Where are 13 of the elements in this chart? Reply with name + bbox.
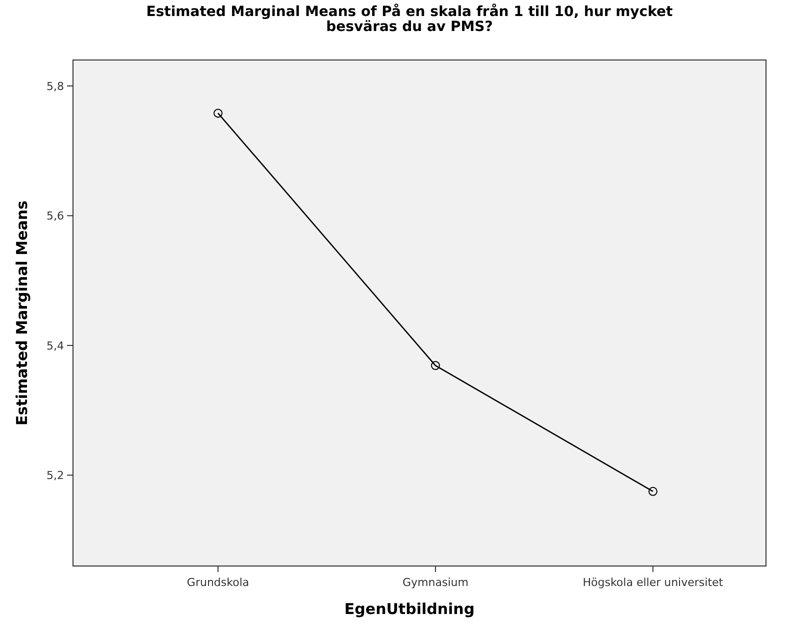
point xyxy=(648,486,658,496)
y-tick-label: 5,4 xyxy=(46,339,64,352)
y-tick-label: 5,2 xyxy=(46,469,64,482)
chart-title: Estimated Marginal Means of På en skala från 1 till 10, hur mycket besväras du av PMS? xyxy=(146,3,674,35)
y-tick-label: 5,6 xyxy=(46,210,64,223)
x-axis-title: EgenUtbildning xyxy=(344,600,475,618)
x-tick-label: Gymnasium xyxy=(402,576,468,589)
point xyxy=(430,361,440,370)
x-tick-label: Högskola eller universitet xyxy=(582,576,724,589)
x-tick-label: Grundskola xyxy=(186,576,250,589)
y-tick-label: 5,8 xyxy=(46,80,64,93)
y-axis-title: Estimated Marginal Means xyxy=(13,200,31,426)
point xyxy=(214,108,223,118)
